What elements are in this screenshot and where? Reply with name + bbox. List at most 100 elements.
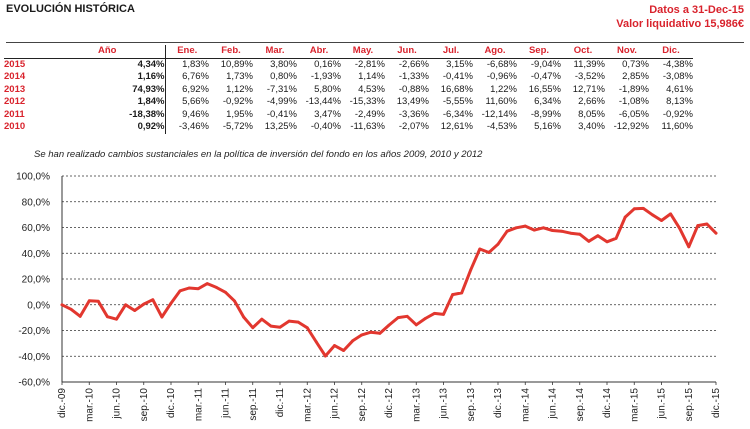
- fund-info: Datos a 31-Dec-15 Valor liquidativo 15,9…: [616, 3, 744, 31]
- table-row: 2015 4,34% 1,83% 10,89% 3,80% 0,16% -2,81% -2,6…: [4, 58, 693, 71]
- data-point: [587, 239, 591, 243]
- y-tick-label: -40,0%: [18, 352, 50, 363]
- cell-monthly-return: 13,49%: [396, 96, 429, 107]
- data-point: [505, 229, 509, 233]
- y-tick-label: 60,0%: [22, 223, 50, 234]
- cell-monthly-return: -0,96%: [486, 71, 517, 82]
- data-point: [106, 315, 109, 319]
- cell-monthly-return: 2,66%: [578, 96, 605, 107]
- x-tick-label: jun.-11: [221, 388, 232, 419]
- cell-monthly-return: 5,66%: [182, 96, 209, 107]
- cell-monthly-return: -3,46%: [178, 121, 209, 132]
- x-tick-label: sep.-12: [357, 388, 368, 422]
- data-point: [596, 234, 600, 238]
- data-point: [160, 315, 164, 319]
- data-point: [169, 301, 173, 305]
- data-point: [542, 226, 545, 230]
- x-axis: dic.-09 mar.-10 jun.-10 sep.-10 dic.-10 mar.-…: [57, 382, 722, 422]
- header-month: Oct.: [561, 45, 605, 59]
- x-tick-label: mar.-14: [520, 388, 531, 422]
- data-point: [423, 317, 427, 320]
- y-tick-label: -60,0%: [18, 378, 50, 389]
- cell-monthly-return: -4,99%: [266, 96, 297, 107]
- header-month: Mar.: [253, 45, 297, 59]
- cell-monthly-return: 16,68%: [440, 83, 473, 95]
- row-year: 2013: [4, 83, 26, 95]
- cell-monthly-return: -0,41%: [266, 108, 297, 120]
- cell-monthly-return: 1,14%: [358, 71, 385, 82]
- data-point: [714, 231, 718, 235]
- data-point: [87, 299, 91, 303]
- table-row: 2010 0,92% -3,46% -5,72% 13,25% -0,40% -11,63%…: [4, 121, 693, 134]
- data-point: [151, 298, 155, 302]
- cell-monthly-return: 6,34%: [534, 96, 561, 107]
- data-point: [623, 215, 627, 219]
- data-point: [69, 307, 73, 311]
- data-point: [687, 245, 691, 249]
- cell-monthly-return: -0,92%: [662, 108, 693, 120]
- data-point: [669, 212, 672, 216]
- x-tick-label: dic.-14: [602, 388, 613, 418]
- data-point: [614, 236, 618, 240]
- cell-monthly-return: 8,05%: [578, 108, 605, 120]
- row-annual-return: 0,92%: [50, 121, 166, 134]
- x-tick-label: sep.-14: [575, 388, 586, 422]
- y-tick-label: 80,0%: [22, 197, 50, 208]
- cell-monthly-return: -0,92%: [222, 96, 253, 107]
- data-point: [660, 219, 663, 222]
- cell-monthly-return: 6,76%: [182, 71, 209, 82]
- data-point: [378, 331, 382, 335]
- cell-monthly-return: 0,80%: [270, 71, 297, 82]
- cell-monthly-return: -12,14%: [481, 108, 517, 120]
- row-annual-return: 1,84%: [50, 96, 166, 109]
- y-tick-label: 20,0%: [22, 275, 50, 286]
- cell-monthly-return: 12,61%: [440, 121, 473, 132]
- data-point: [496, 242, 500, 246]
- data-point: [133, 309, 137, 312]
- data-point: [387, 323, 391, 327]
- header-divider: [6, 42, 744, 43]
- data-point: [414, 323, 418, 327]
- table-body: 2015 4,34% 1,83% 10,89% 3,80% 0,16% -2,81% -2,6…: [4, 58, 693, 134]
- x-tick-label: sep.-11: [248, 388, 259, 421]
- data-point: [124, 303, 127, 307]
- row-annual-return: 74,93%: [50, 83, 166, 96]
- data-point: [632, 207, 636, 211]
- data-point: [287, 319, 291, 323]
- data-point: [269, 324, 273, 328]
- header-month: Abr.: [297, 45, 341, 59]
- cell-monthly-return: -2,81%: [354, 58, 385, 70]
- cell-monthly-return: 3,80%: [270, 58, 297, 70]
- row-annual-return: 4,34%: [50, 58, 166, 71]
- header-spacer: [4, 45, 50, 59]
- data-point: [460, 291, 464, 295]
- data-point: [578, 232, 582, 236]
- data-point: [551, 229, 554, 232]
- cell-monthly-return: -3,52%: [574, 71, 605, 82]
- cell-monthly-return: 16,55%: [528, 83, 561, 95]
- x-tick-label: mar.-15: [629, 388, 640, 422]
- data-point: [605, 240, 609, 244]
- cell-monthly-return: -5,55%: [442, 96, 473, 107]
- data-point: [324, 354, 327, 358]
- cell-monthly-return: -8,99%: [530, 108, 561, 120]
- data-point: [696, 224, 700, 227]
- cell-monthly-return: 5,16%: [534, 121, 561, 132]
- x-tick-label: mar.-10: [84, 388, 95, 422]
- table-header-row: Año Ene. Feb. Mar. Abr. May. Jun. Jul. Ago. Sep.…: [4, 45, 693, 59]
- cell-monthly-return: 1,95%: [226, 108, 253, 120]
- data-point: [260, 317, 264, 321]
- x-tick-label: jun.-14: [548, 388, 559, 420]
- data-point: [333, 344, 336, 347]
- data-point: [314, 340, 318, 344]
- cell-monthly-return: -6,68%: [486, 58, 517, 70]
- cell-monthly-return: -1,08%: [618, 96, 649, 107]
- row-annual-return: 1,16%: [50, 71, 166, 84]
- cell-monthly-return: 10,89%: [220, 58, 253, 70]
- policy-note: Se han realizado cambios sustanciales en…: [34, 149, 483, 160]
- cell-monthly-return: -3,08%: [662, 71, 693, 82]
- y-axis: 100,0% 80,0% 60,0% 40,0% 20,0% 0,0% -20,0% -40,…: [16, 172, 63, 389]
- y-tick-label: 100,0%: [16, 172, 50, 183]
- data-point: [532, 228, 536, 232]
- cell-monthly-return: 9,46%: [182, 108, 209, 120]
